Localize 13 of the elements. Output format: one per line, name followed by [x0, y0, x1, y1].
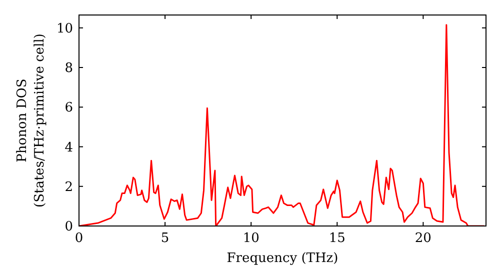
- x-tick-label: 10: [242, 231, 260, 246]
- x-axis-title: Frequency (THz): [226, 251, 338, 266]
- y-tick-label: 0: [64, 220, 73, 235]
- x-tick-label: 20: [414, 231, 432, 246]
- x-tick-label: 0: [74, 231, 84, 246]
- y-tick-label: 4: [64, 140, 73, 156]
- y-tick-label: 2: [64, 180, 73, 195]
- x-tick-label: 5: [160, 231, 170, 246]
- y-tick-label: 10: [56, 21, 73, 36]
- y-axis-title: Phonon DOS (States/THz·primitive cell): [15, 33, 48, 208]
- x-tick-label: 15: [328, 231, 346, 246]
- y-tick-label: 6: [64, 100, 73, 116]
- y-tick-label: 8: [64, 61, 73, 76]
